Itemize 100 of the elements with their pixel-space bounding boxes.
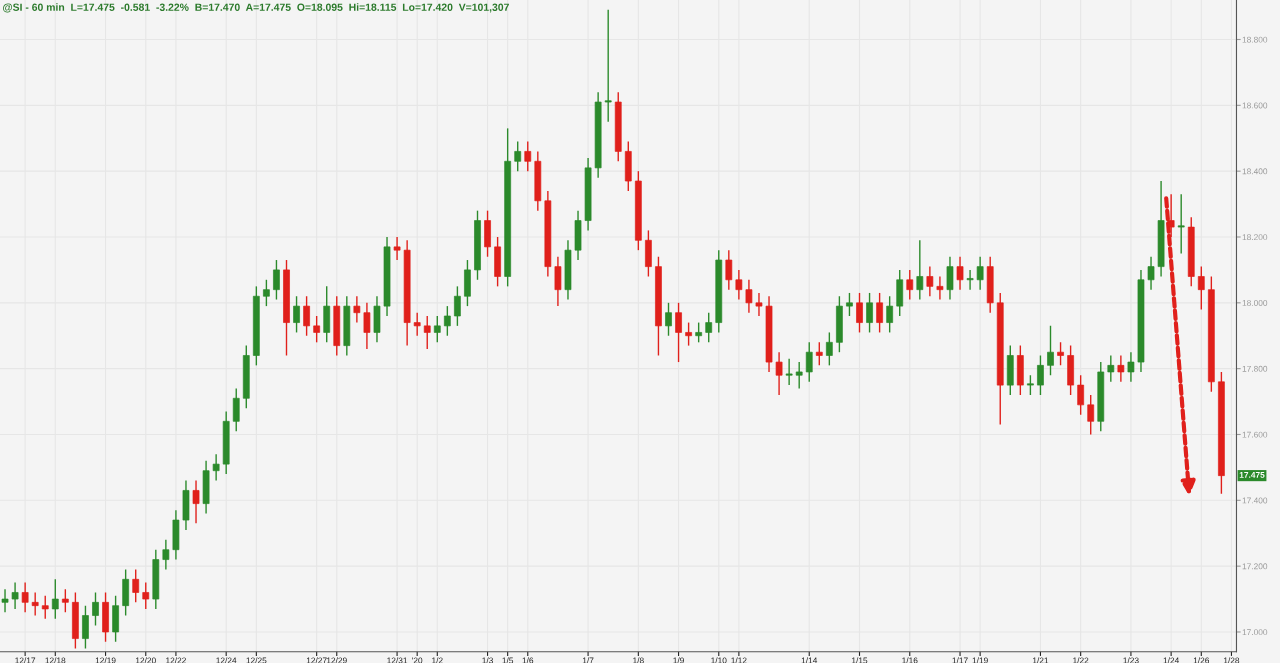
x-tick-label: 1/24	[1163, 657, 1179, 663]
candlestick	[192, 479, 200, 525]
candlestick	[966, 269, 974, 291]
candlestick	[363, 302, 371, 350]
candlestick	[31, 591, 39, 617]
candlestick	[11, 581, 19, 610]
candlestick	[926, 265, 934, 297]
x-tick-label: 12/18	[45, 657, 66, 663]
candlestick	[41, 595, 49, 620]
x-tick-label: 1/14	[801, 657, 818, 663]
x-tick-label: 12/19	[95, 657, 116, 663]
candlestick	[1107, 354, 1115, 383]
candlestick	[273, 259, 280, 301]
x-tick-label: 1/6	[522, 657, 534, 663]
x-tick-label: 1/19	[972, 657, 988, 663]
x-tick-label: 12/22	[166, 657, 186, 663]
candlestick	[916, 239, 924, 301]
candlestick	[876, 292, 883, 334]
candlestick	[665, 302, 672, 337]
candlestick	[524, 140, 532, 172]
x-tick-label: 1/26	[1193, 657, 1210, 663]
candlestick	[1087, 394, 1095, 436]
y-tick-label: 18.200	[1242, 234, 1268, 241]
candlestick	[1037, 354, 1044, 396]
x-tick-label: '20	[412, 657, 423, 663]
candlestick	[423, 315, 431, 350]
candlestick	[936, 275, 944, 301]
candlestick	[82, 604, 89, 650]
candlestick	[725, 249, 733, 291]
candlestick	[1117, 354, 1125, 383]
x-tick-label: 1/16	[902, 657, 918, 663]
x-tick-label: 1/21	[1032, 657, 1049, 663]
candlestick	[21, 581, 29, 613]
candlestick	[554, 256, 562, 307]
y-tick-label: 17.400	[1242, 497, 1268, 504]
y-tick-label: 17.800	[1242, 365, 1268, 372]
x-tick-label: 1/7	[582, 657, 594, 663]
y-tick-label: 18.600	[1242, 102, 1268, 109]
x-tick-label: 1/10	[711, 657, 727, 663]
candlestick	[1047, 325, 1054, 376]
candlestick	[433, 315, 441, 344]
candlestick	[1, 588, 9, 613]
candlestick	[1197, 265, 1205, 311]
candlestick	[685, 321, 692, 347]
x-tick-label: 1/12	[731, 657, 747, 663]
candlestick	[61, 588, 69, 613]
x-tick-label: 1/15	[852, 657, 868, 663]
x-tick-label: 1/9	[673, 657, 684, 663]
candlestick	[604, 9, 612, 123]
candlestick	[232, 387, 240, 432]
candlestick	[745, 279, 753, 314]
candlestick	[142, 581, 150, 610]
candlestick	[956, 256, 964, 291]
candlestick	[946, 256, 954, 301]
x-tick-label: 12/27	[306, 657, 327, 663]
candlestick	[1077, 374, 1085, 416]
y-tick-label: 17.600	[1242, 431, 1268, 438]
candlestick	[1177, 193, 1185, 255]
candlestick	[1027, 374, 1034, 396]
candlestick	[1057, 341, 1064, 367]
candlestick	[755, 292, 763, 317]
candlestick	[313, 315, 321, 344]
x-tick-label: 1/3	[482, 657, 493, 663]
annotation: @SI - 60 min L=17.475 -0.581 -3.22% B=17.470 A=17.475 O=18.095 Hi=18.115 Lo=17.420 V=101,307	[3, 3, 509, 13]
candlestick	[1147, 256, 1155, 291]
y-tick-label: 18.800	[1242, 36, 1268, 43]
y-tick-label: 17.000	[1242, 629, 1268, 636]
candlestick	[815, 341, 823, 367]
candlestick	[514, 140, 522, 172]
candlestick	[805, 341, 813, 383]
candlestick	[846, 292, 853, 317]
candlestick	[454, 285, 461, 327]
x-tick-label: 1/8	[633, 657, 644, 663]
x-tick-label: 12/17	[15, 657, 36, 663]
annotation: 17.475	[1239, 472, 1265, 478]
candlestick	[866, 292, 873, 334]
candlestick	[303, 295, 310, 337]
candlestick	[92, 591, 99, 627]
x-tick-label: 1/23	[1123, 657, 1139, 663]
x-tick-label: 1/5	[502, 657, 514, 663]
x-tick-label: 1/28	[1223, 657, 1240, 663]
x-tick-label: 12/25	[246, 657, 267, 663]
candlestick	[976, 256, 984, 291]
candlestick	[413, 312, 421, 337]
x-tick-label: 1/22	[1073, 657, 1089, 663]
y-tick-label: 18.400	[1242, 168, 1268, 175]
candlestick	[795, 361, 803, 390]
x-tick-label: 1/17	[952, 657, 968, 663]
candlestick	[906, 269, 914, 301]
candlestick	[443, 305, 451, 337]
candlestick	[162, 539, 170, 571]
candlestick	[735, 269, 743, 301]
x-tick-label: 12/29	[326, 657, 347, 663]
candlestick	[1127, 351, 1135, 383]
candlestick	[263, 279, 270, 307]
candlestick	[293, 295, 300, 334]
x-tick-label: 12/31	[387, 657, 408, 663]
candlestick	[393, 236, 401, 261]
x-tick-label: 12/24	[216, 657, 237, 663]
candlestick	[695, 321, 703, 344]
